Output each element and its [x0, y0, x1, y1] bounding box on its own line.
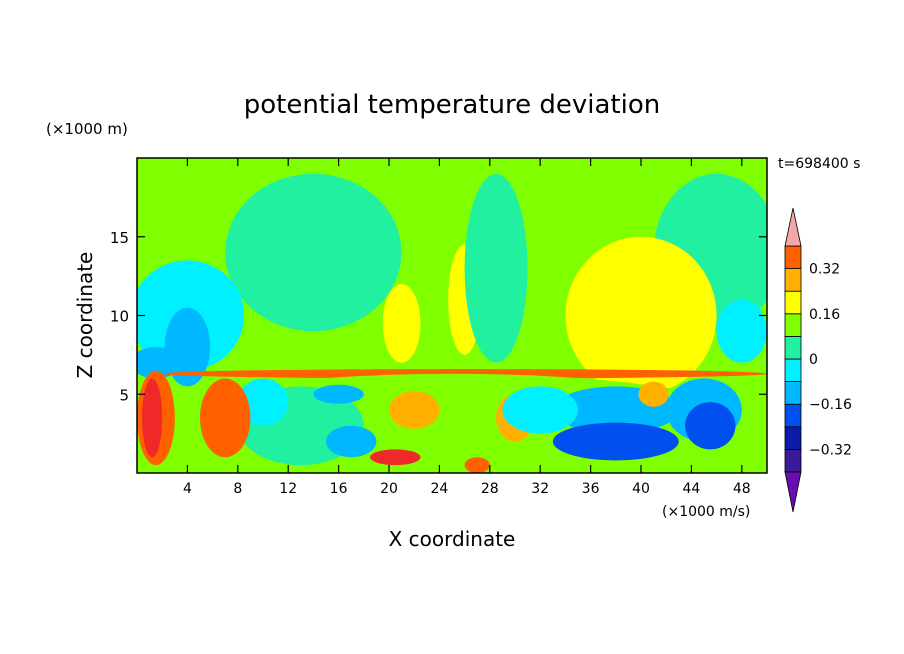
contour-region-25 [638, 381, 669, 407]
contour-region-6 [382, 284, 421, 363]
x-tick-label: 28 [481, 481, 499, 497]
contour-region-9 [716, 299, 767, 363]
x-unit-label: (×1000 m/s) [662, 504, 750, 520]
x-tick-label: 32 [531, 481, 549, 497]
colorbar-band [784, 426, 802, 450]
x-axis: 4 8 12 16 20 24 28 32 36 40 44 48 [183, 158, 751, 497]
contour-region-24 [464, 457, 490, 473]
x-tick-label: 48 [733, 481, 751, 497]
colorbar-band [784, 448, 802, 473]
colorbar-band [784, 403, 802, 428]
colorbar-label: −0.16 [809, 397, 852, 413]
x-tick-label: 8 [233, 481, 242, 497]
x-tick-label: 36 [582, 481, 600, 497]
x-tick-label: 40 [632, 481, 650, 497]
contour-region-16 [552, 422, 679, 461]
chart-title: potential temperature deviation [244, 90, 660, 120]
contour-region-22 [200, 378, 251, 458]
colorbar-min-arrow [784, 471, 802, 513]
y-unit-label: (×1000 m) [46, 120, 128, 138]
x-tick-label: 24 [430, 481, 448, 497]
colorbar-band [784, 313, 802, 337]
contour-region-29 [313, 384, 364, 404]
colorbar-band [784, 290, 802, 315]
y-axis: 5 10 15 [110, 229, 767, 404]
colorbar-band [784, 335, 802, 360]
contour-region-21 [142, 378, 163, 458]
contour-region-18 [685, 402, 736, 450]
colorbar-band [784, 245, 802, 270]
contour-region-28 [502, 386, 578, 434]
contour-region-23 [370, 449, 421, 466]
x-tick-label: 16 [330, 481, 348, 497]
contour-region-14 [237, 378, 289, 426]
y-tick-label: 15 [110, 229, 129, 247]
y-tick-label: 10 [110, 308, 129, 326]
contour-region-10 [137, 347, 182, 379]
y-axis-label: Z coordinate [73, 252, 97, 379]
colorbar-band [784, 358, 802, 383]
x-tick-label: 4 [183, 481, 192, 497]
contour-region-3 [225, 173, 402, 332]
colorbar: 0.32 0.16 0 −0.16 −0.32 [784, 207, 852, 513]
colorbar-label: 0 [809, 352, 818, 368]
x-tick-label: 20 [380, 481, 398, 497]
colorbar-band [784, 381, 802, 405]
colorbar-max-arrow [784, 207, 802, 247]
colorbar-label: 0.32 [809, 262, 840, 278]
x-axis-label: X coordinate [389, 527, 516, 551]
contour-field [137, 158, 767, 473]
time-label: t=698400 s [778, 156, 860, 172]
contour-region-5 [565, 236, 717, 395]
contour-region-11 [162, 369, 767, 379]
colorbar-label: 0.16 [809, 307, 840, 323]
contour-region-2 [464, 173, 528, 363]
colorbar-label: −0.32 [809, 442, 852, 458]
x-tick-label: 12 [279, 481, 297, 497]
colorbar-band [784, 268, 802, 292]
contour-region-19 [326, 425, 377, 458]
y-tick-label: 5 [119, 386, 129, 404]
x-tick-label: 44 [682, 481, 700, 497]
contour-region-26 [389, 391, 440, 429]
